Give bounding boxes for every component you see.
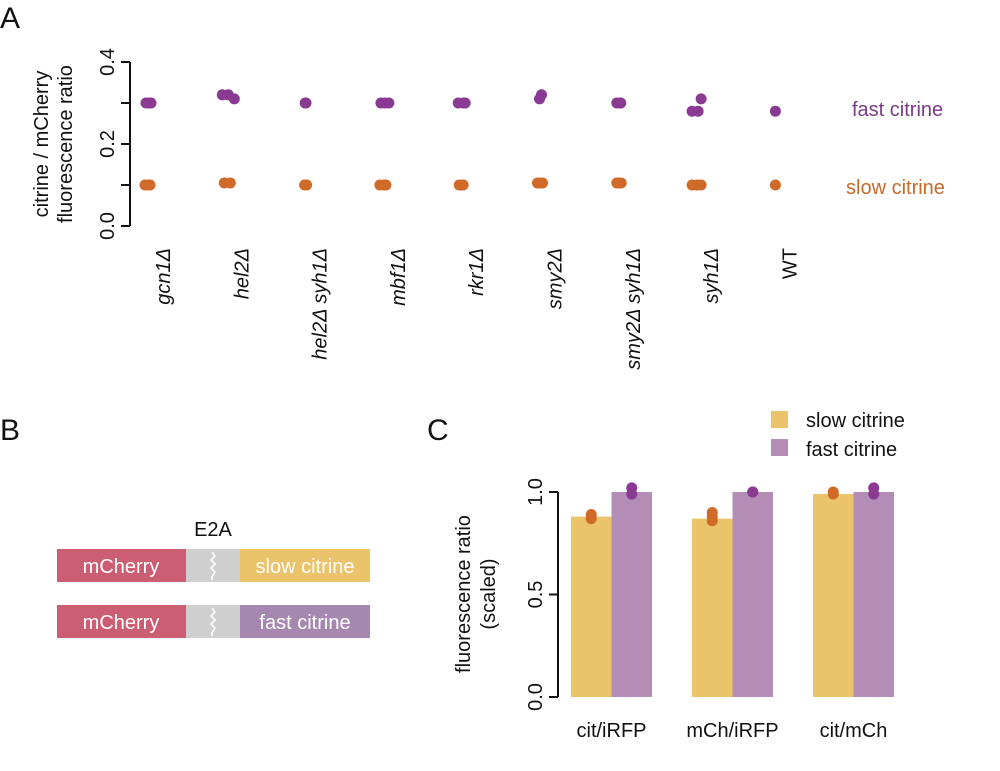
- panel-a-point-slow-citrine: [144, 179, 156, 191]
- panel-a-category-label-syh1-delta: syh1Δ: [701, 248, 723, 304]
- panel-a-point-slow-citrine: [301, 179, 313, 191]
- panel-a-y-axis-title: citrine / mCherry fluorescence ratio: [31, 65, 77, 223]
- panel-label-a: A: [0, 2, 20, 35]
- panel-b-construct-diagram: E2A mCherry slow citrine mCherry fast citri…: [57, 519, 370, 638]
- panel-c-bar-slow-citrine-cit-irfp: [571, 516, 612, 697]
- citrine-label-fast: fast citrine: [259, 612, 350, 634]
- mcherry-segment: [57, 549, 186, 582]
- mcherry-label: mCherry: [83, 612, 160, 634]
- panel-a-category-label-gcn1-delta: gcn1Δ: [153, 248, 175, 305]
- panel-c-y-tick-label: 0.5: [525, 581, 547, 609]
- panel-a-category-label-smy2-delta-syh1-delta: smy2Δ syh1Δ: [623, 248, 645, 370]
- panel-a-point-fast-citrine: [383, 97, 395, 109]
- panel-a-point-fast-citrine: [228, 93, 240, 105]
- series-label-slow-citrine: slow citrine: [846, 177, 945, 199]
- panel-c-y-tick-label: 0.0: [525, 683, 547, 711]
- construct-fast: mCherry fast citrine: [57, 605, 370, 638]
- panel-a-category-label-wt: WT: [779, 248, 801, 279]
- mcherry-segment: [57, 605, 186, 638]
- cleavage-zigzag-icon: [209, 551, 217, 580]
- panel-a-y-tick-label: 0.4: [97, 48, 119, 76]
- panel-c-point-slow-citrine: [827, 488, 839, 500]
- panel-a-point-slow-citrine: [695, 179, 707, 191]
- panel-a-category-label-rkr1-delta: rkr1Δ: [466, 248, 488, 296]
- panel-a-y-tick-label: 0.0: [97, 212, 119, 240]
- citrine-label-slow: slow citrine: [256, 556, 355, 578]
- panel-a-points: [139, 89, 781, 191]
- panel-c-points: [585, 482, 880, 527]
- panel-a-point-fast-citrine: [692, 105, 704, 117]
- panel-c-category-labels: cit/iRFP mCh/iRFP cit/mCh: [577, 720, 888, 742]
- panel-a-scatter-chart: 0.0 0.2 0.4 citrine / mCherry fluorescence…: [31, 48, 945, 370]
- panel-c-bar-fast-citrine-cit-irfp: [611, 492, 652, 697]
- series-label-fast-citrine: fast citrine: [852, 99, 943, 121]
- panel-a-y-tick-label: 0.2: [97, 130, 119, 158]
- panel-a-category-label-hel2-delta: hel2Δ: [231, 248, 253, 299]
- panel-c-y-axis: 0.0 0.5 1.0: [525, 478, 559, 711]
- panel-c-category-label-cit-irfp: cit/iRFP: [577, 720, 647, 742]
- mcherry-label: mCherry: [83, 556, 160, 578]
- panel-c-y-title-line2: (scaled): [478, 558, 500, 629]
- panel-a-y-axis: 0.0 0.2 0.4: [97, 48, 131, 240]
- panel-a-y-title-line2: fluorescence ratio: [55, 65, 77, 223]
- citrine-segment-slow: [240, 549, 370, 582]
- panel-a-point-fast-citrine: [300, 97, 312, 109]
- panel-a-point-fast-citrine: [769, 105, 781, 117]
- legend-swatch-slow-citrine: [771, 411, 788, 428]
- panel-c-point-fast-citrine: [626, 488, 638, 500]
- panel-c-y-tick-label: 1.0: [525, 478, 547, 506]
- panel-a-category-label-mbf1-delta: mbf1Δ: [388, 248, 410, 306]
- panel-a-point-fast-citrine: [536, 89, 547, 101]
- construct-list: mCherry slow citrine mCherry fast citrine: [57, 549, 370, 638]
- panel-a-category-labels: gcn1Δ hel2Δ hel2Δ syh1Δ mbf1Δ rkr1Δ smy2Δ smy2…: [153, 248, 801, 370]
- legend-label-fast-citrine: fast citrine: [806, 439, 897, 461]
- panel-a-y-title-line1: citrine / mCherry: [31, 71, 53, 218]
- panel-c-category-label-mch-irfp: mCh/iRFP: [686, 720, 778, 742]
- panel-c-bar-chart: 0.0 0.5 1.0 fluorescence ratio (scaled) ci…: [453, 410, 905, 742]
- citrine-segment-fast: [240, 605, 370, 638]
- panel-c-point-slow-citrine: [585, 513, 597, 525]
- panel-c-point-fast-citrine: [868, 488, 880, 500]
- panel-c-bar-slow-citrine-mch-irfp: [692, 518, 733, 697]
- panel-c-category-label-cit-mch: cit/mCh: [820, 720, 888, 742]
- panel-a-point-slow-citrine: [769, 179, 781, 191]
- panel-a-category-label-hel2-delta-syh1-delta: hel2Δ syh1Δ: [310, 248, 332, 360]
- panel-c-legend: slow citrine fast citrine: [771, 410, 905, 461]
- panel-a-point-fast-citrine: [145, 97, 157, 109]
- cleavage-zigzag-icon: [209, 607, 217, 636]
- panel-a-point-fast-citrine: [615, 97, 627, 109]
- panel-c-y-axis-title: fluorescence ratio (scaled): [453, 515, 500, 673]
- panel-a-point-fast-citrine: [459, 97, 471, 109]
- panel-a-point-slow-citrine: [224, 177, 236, 189]
- panel-a-point-slow-citrine: [457, 179, 469, 191]
- panel-c-point-fast-citrine: [747, 486, 759, 498]
- panel-label-b: B: [0, 414, 20, 447]
- panel-a-category-label-smy2-delta: smy2Δ: [545, 248, 567, 309]
- panel-a-point-slow-citrine: [380, 179, 392, 191]
- legend-swatch-fast-citrine: [771, 439, 788, 456]
- panel-c-y-title-line1: fluorescence ratio: [453, 515, 475, 673]
- panel-c-point-slow-citrine: [706, 515, 718, 527]
- panel-c-bar-fast-citrine-cit-mch: [853, 492, 894, 697]
- construct-slow: mCherry slow citrine: [57, 549, 370, 582]
- panel-a-point-fast-citrine: [695, 93, 707, 105]
- panel-a-point-slow-citrine: [615, 177, 627, 189]
- e2a-label: E2A: [194, 519, 232, 541]
- legend-label-slow-citrine: slow citrine: [806, 410, 905, 432]
- panel-c-bars: [571, 492, 894, 697]
- panel-a-point-slow-citrine: [537, 177, 548, 189]
- panel-c-bar-slow-citrine-cit-mch: [813, 494, 854, 697]
- panel-label-c: C: [427, 414, 449, 447]
- panel-c-bar-fast-citrine-mch-irfp: [732, 492, 773, 697]
